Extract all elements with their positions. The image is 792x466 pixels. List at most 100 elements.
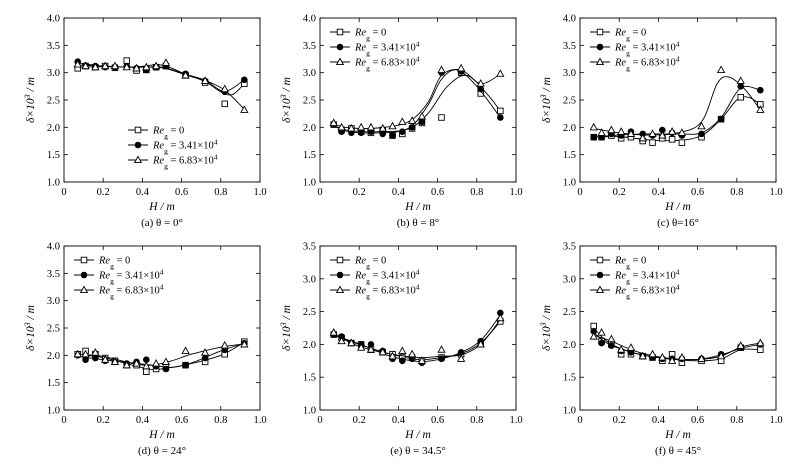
data-point bbox=[201, 354, 209, 362]
y-tick-label: 2.0 bbox=[47, 351, 60, 362]
data-point bbox=[697, 121, 706, 130]
data-point bbox=[123, 57, 130, 64]
y-tick-label: 3.5 bbox=[47, 269, 60, 280]
data-point bbox=[200, 76, 210, 84]
y-tick-label: 3.5 bbox=[303, 41, 316, 52]
x-tick-label: 0 bbox=[61, 187, 66, 198]
y-tick-label: 4.0 bbox=[563, 14, 576, 25]
data-point bbox=[617, 345, 626, 353]
data-point bbox=[648, 349, 657, 358]
x-tick-label: 0 bbox=[61, 415, 66, 426]
data-point bbox=[736, 76, 745, 84]
series-line bbox=[77, 64, 245, 110]
data-point bbox=[607, 334, 616, 343]
y-tick-label: 1.0 bbox=[563, 178, 576, 189]
data-point bbox=[597, 128, 606, 136]
data-point bbox=[626, 129, 636, 137]
y-tick-label: 1.5 bbox=[303, 150, 316, 161]
data-point bbox=[378, 347, 387, 356]
series-line bbox=[77, 66, 245, 96]
x-tick-label: 0.6 bbox=[691, 415, 704, 426]
legend-marker bbox=[336, 271, 344, 279]
panel-d: 0 0.2 0.4 0.6 0.8 1.0 1.0 1.5 2.0 2.5 3.0 3.5 4.0 H /… bbox=[23, 242, 267, 458]
y-tick-label: 1.0 bbox=[47, 178, 60, 189]
series-line bbox=[333, 319, 501, 359]
data-point bbox=[497, 114, 504, 121]
series-circle bbox=[74, 58, 248, 96]
data-point bbox=[736, 341, 745, 349]
data-point bbox=[366, 122, 376, 131]
legend-label: Reg = 3.41×104 bbox=[614, 267, 680, 285]
series-circle bbox=[590, 83, 764, 141]
data-point bbox=[110, 61, 120, 70]
y-tick-label: 2.0 bbox=[47, 123, 60, 134]
x-tick-label: 1.0 bbox=[253, 415, 266, 426]
x-axis-label: H / m bbox=[404, 201, 431, 213]
x-axis-label: H / m bbox=[404, 429, 431, 441]
y-tick-label: 3.5 bbox=[563, 242, 576, 253]
data-point bbox=[366, 345, 376, 353]
legend-label: Reg = 0 bbox=[354, 256, 386, 271]
y-axis-label: δ×103 / m bbox=[23, 77, 38, 123]
data-point bbox=[456, 354, 466, 362]
x-axis-label: H / m bbox=[148, 201, 175, 213]
data-point bbox=[241, 76, 248, 84]
series-circle bbox=[330, 68, 504, 139]
y-tick-label: 1.0 bbox=[47, 406, 60, 417]
y-tick-label: 4.0 bbox=[303, 14, 316, 25]
data-point bbox=[161, 357, 171, 365]
data-point bbox=[388, 351, 397, 360]
y-tick-label: 2.0 bbox=[303, 123, 316, 134]
x-tick-label: 0.8 bbox=[214, 415, 227, 426]
data-point bbox=[379, 130, 387, 138]
data-point bbox=[388, 121, 397, 130]
data-point bbox=[200, 348, 210, 356]
legend-label: Reg = 0 bbox=[354, 28, 386, 43]
data-point bbox=[82, 356, 89, 364]
legend-marker bbox=[134, 126, 142, 134]
y-tick-label: 1.5 bbox=[563, 373, 576, 384]
series-line bbox=[333, 68, 501, 129]
data-point bbox=[658, 352, 667, 361]
y-tick-label: 4.0 bbox=[47, 14, 60, 25]
data-point bbox=[337, 336, 346, 345]
data-point bbox=[142, 62, 151, 71]
legend-label: Reg = 3.41×104 bbox=[152, 137, 218, 155]
data-point bbox=[151, 358, 161, 367]
legend-marker bbox=[80, 256, 88, 264]
y-tick-label: 2.5 bbox=[563, 96, 576, 107]
legend-marker bbox=[80, 271, 88, 279]
series-square bbox=[330, 318, 504, 365]
data-point bbox=[399, 357, 406, 365]
series-triangle bbox=[329, 313, 505, 364]
data-point bbox=[91, 348, 100, 356]
legend-label: Reg = 3.41×104 bbox=[614, 39, 680, 57]
x-tick-label: 0.2 bbox=[613, 415, 626, 426]
series-triangle bbox=[329, 63, 505, 132]
data-point bbox=[101, 355, 110, 363]
x-tick-label: 0.8 bbox=[730, 415, 743, 426]
y-tick-label: 4.0 bbox=[47, 242, 60, 253]
legend-label: Reg = 3.41×104 bbox=[354, 267, 420, 285]
data-point bbox=[143, 368, 150, 375]
y-tick-label: 1.0 bbox=[563, 406, 576, 417]
data-point bbox=[181, 70, 190, 79]
data-point bbox=[357, 122, 366, 131]
legend-label: Reg = 0 bbox=[614, 28, 646, 43]
legend-label: Reg = 3.41×104 bbox=[98, 267, 164, 285]
data-point bbox=[132, 63, 141, 72]
panel-c: 0 0.2 0.4 0.6 0.8 1.0 1.0 1.5 2.0 2.5 3.0 3.5 4.0 H /… bbox=[539, 14, 783, 230]
y-tick-label: 2.5 bbox=[47, 324, 60, 335]
data-point bbox=[220, 84, 229, 93]
data-point bbox=[658, 130, 667, 139]
x-tick-label: 0.2 bbox=[353, 187, 366, 198]
x-tick-label: 0.6 bbox=[691, 187, 704, 198]
legend-marker bbox=[596, 28, 604, 36]
data-point bbox=[607, 125, 616, 134]
data-point bbox=[417, 111, 427, 120]
x-tick-label: 0.4 bbox=[652, 415, 666, 426]
y-tick-label: 1.0 bbox=[303, 178, 316, 189]
x-tick-label: 0.8 bbox=[214, 187, 227, 198]
x-tick-label: 0.8 bbox=[470, 187, 483, 198]
